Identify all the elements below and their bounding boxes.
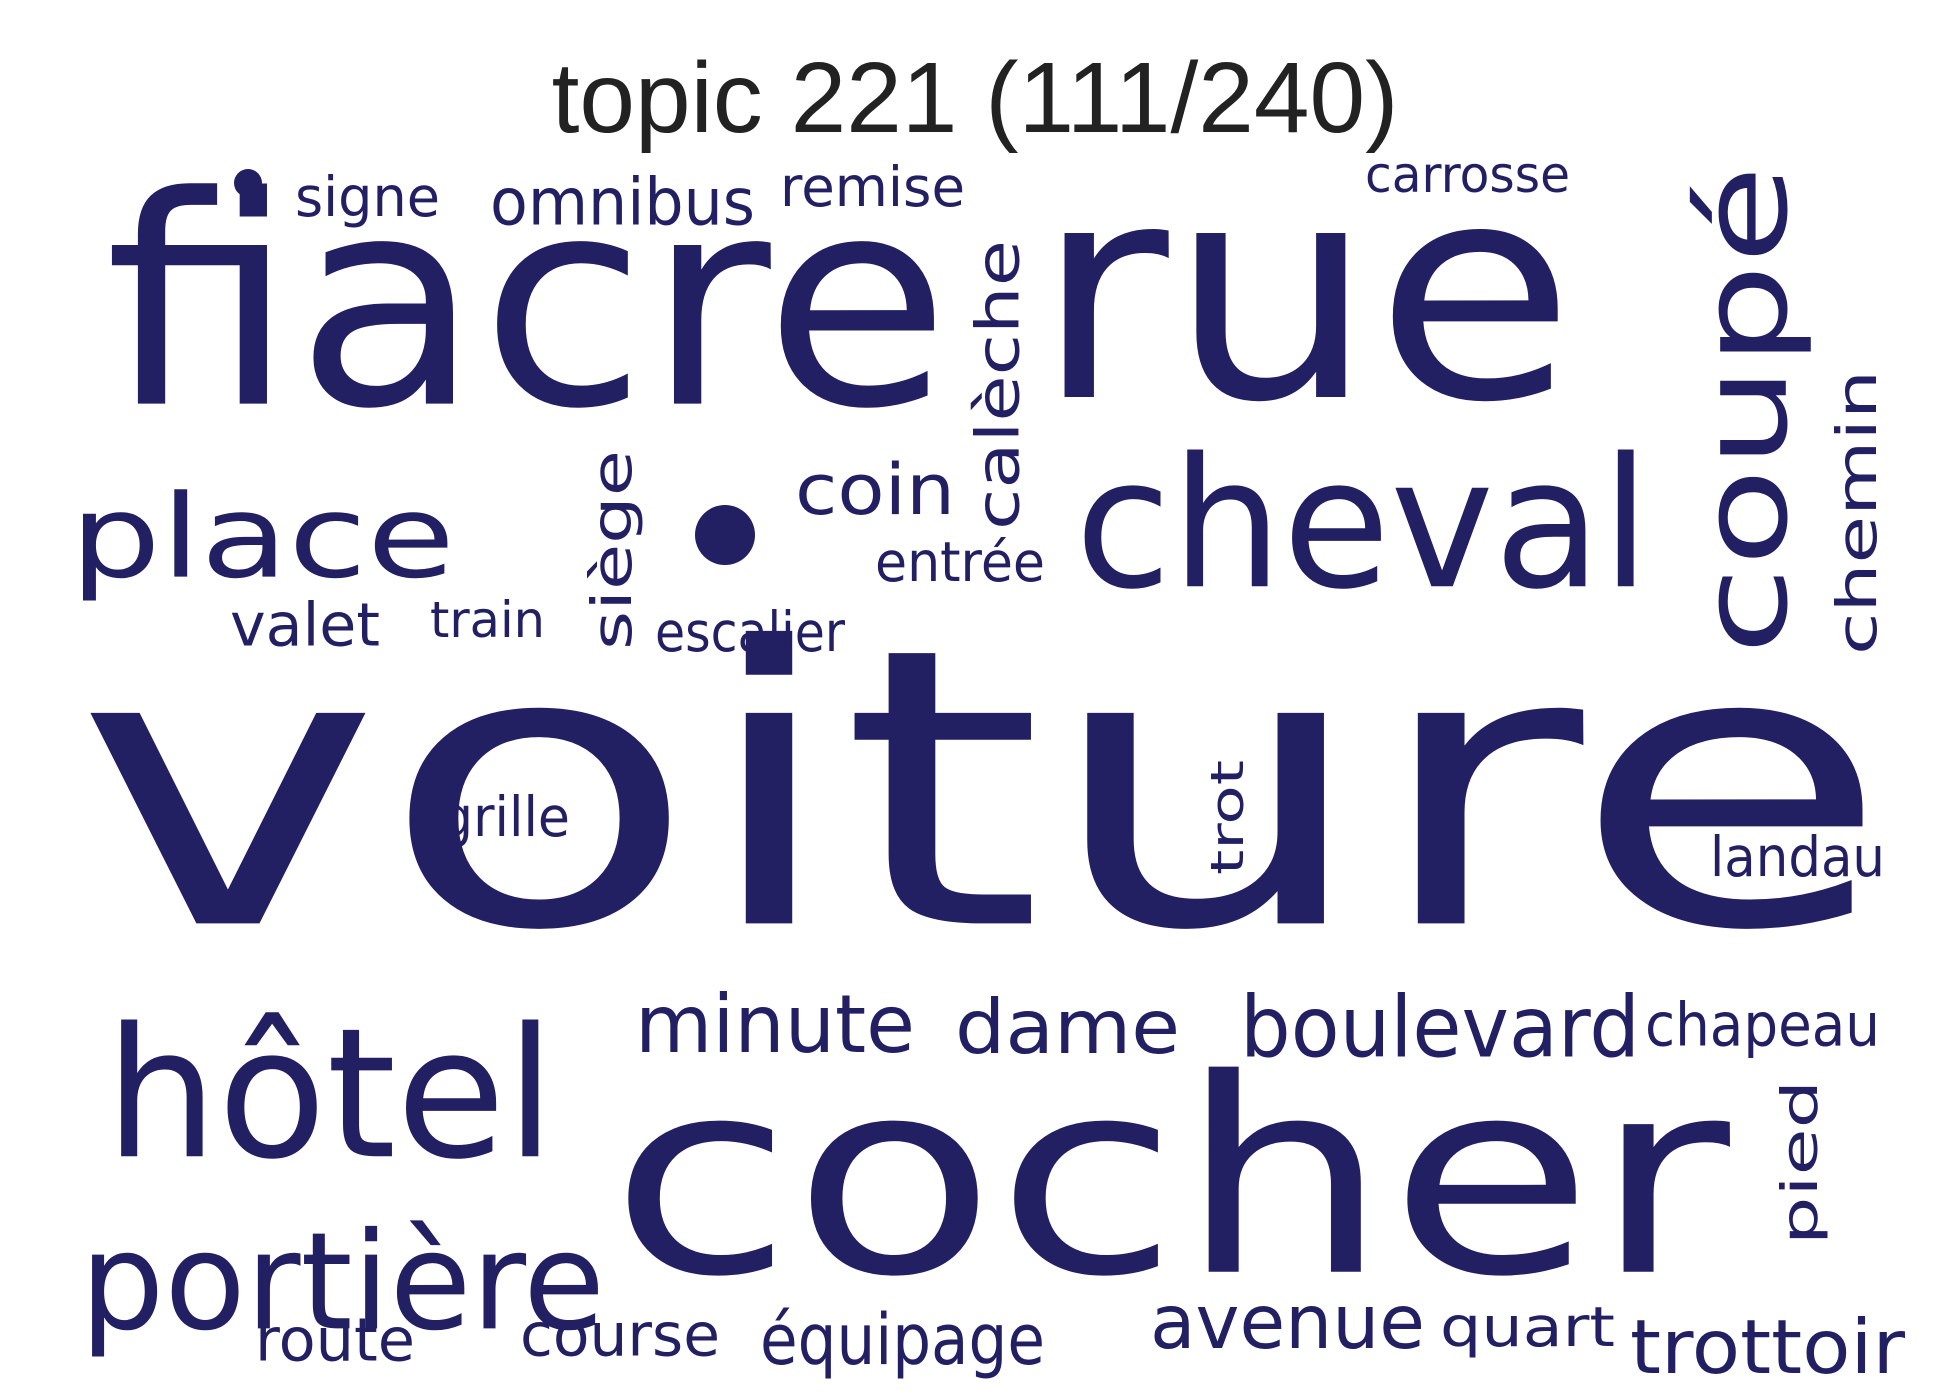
- chart-title: topic 221 (111/240): [551, 42, 1399, 154]
- word-portiere: portière: [80, 1202, 605, 1361]
- word-cheval: cheval: [1075, 418, 1650, 630]
- word-carrosse: carrosse: [1365, 145, 1570, 204]
- word-dame: dame: [955, 983, 1180, 1071]
- word-fiacre: fiacre: [105, 133, 950, 474]
- word-trottoir: trottoir: [1630, 1303, 1905, 1391]
- word-route: route: [255, 1304, 415, 1375]
- word-landau: landau: [1710, 825, 1885, 890]
- word-escalier: escalier: [655, 600, 845, 665]
- word-coin: coin: [795, 448, 955, 531]
- word-coupe: coupé: [1674, 164, 1815, 655]
- word-quart: quart: [1440, 1295, 1615, 1360]
- word-valet: valet: [230, 589, 380, 660]
- word-chemin: chemin: [1825, 370, 1890, 655]
- dot-mark-small: [234, 169, 262, 197]
- word-voiture: voiture: [75, 565, 1890, 1016]
- word-cocher: cocher: [610, 1020, 1730, 1337]
- word-trot: trot: [1200, 760, 1254, 875]
- word-place: place: [70, 469, 455, 605]
- word-signe: signe: [295, 165, 440, 230]
- word-boulevard: boulevard: [1240, 977, 1640, 1077]
- word-course: course: [520, 1299, 720, 1370]
- word-rue: rue: [1035, 118, 1575, 469]
- word-remise: remise: [780, 155, 965, 220]
- word-train: train: [430, 590, 545, 649]
- word-pied: pied: [1770, 1080, 1830, 1245]
- word-siege: siège: [580, 450, 645, 650]
- word-minute: minute: [635, 977, 915, 1072]
- word-grille: grille: [440, 785, 570, 850]
- dot-mark-large: [695, 505, 755, 565]
- word-entree: entrée: [875, 530, 1045, 595]
- word-omnibus: omnibus: [490, 164, 755, 241]
- word-equipage: équipage: [760, 1298, 1045, 1381]
- word-avenue: avenue: [1150, 1278, 1425, 1366]
- word-chapeau: chapeau: [1645, 989, 1880, 1060]
- word-caleche: calèche: [962, 240, 1033, 531]
- word-hotel: hôtel: [105, 988, 555, 1200]
